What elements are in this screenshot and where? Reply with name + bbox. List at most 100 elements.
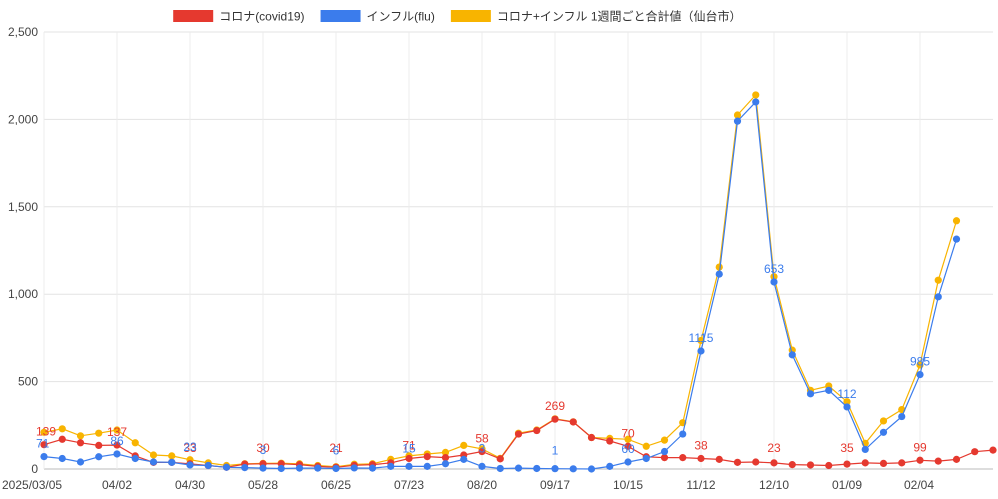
data-point[interactable]	[971, 448, 979, 456]
data-point[interactable]	[788, 461, 796, 469]
data-point[interactable]	[149, 451, 158, 459]
data-point[interactable]	[95, 429, 103, 437]
data-point[interactable]	[131, 439, 139, 447]
data-point[interactable]	[752, 98, 760, 106]
data-point[interactable]	[697, 347, 705, 355]
data-point[interactable]	[332, 464, 340, 473]
data-point[interactable]	[496, 464, 504, 473]
data-point[interactable]	[186, 461, 194, 469]
data-point[interactable]	[569, 465, 577, 473]
data-point[interactable]	[952, 235, 961, 243]
data-point[interactable]	[441, 460, 450, 468]
data-point[interactable]	[533, 464, 541, 473]
data-point[interactable]	[679, 430, 687, 438]
data-point[interactable]	[843, 460, 851, 468]
data-point[interactable]	[660, 436, 669, 444]
data-point[interactable]	[423, 452, 431, 461]
data-point[interactable]	[460, 441, 468, 450]
data-point[interactable]	[149, 458, 158, 466]
data-point[interactable]	[733, 111, 742, 119]
data-point[interactable]	[825, 461, 833, 470]
data-point[interactable]	[95, 453, 103, 461]
data-point[interactable]	[131, 454, 139, 463]
data-point[interactable]	[806, 461, 815, 469]
data-point[interactable]	[569, 418, 577, 426]
data-point[interactable]	[204, 461, 212, 470]
data-point[interactable]	[624, 458, 632, 466]
data-point[interactable]	[733, 458, 742, 466]
data-point[interactable]	[606, 462, 614, 470]
data-point[interactable]	[76, 458, 85, 466]
data-point[interactable]	[76, 439, 85, 447]
data-point[interactable]	[551, 465, 559, 473]
data-point[interactable]	[916, 371, 924, 379]
data-point[interactable]	[405, 462, 413, 470]
data-point[interactable]	[58, 454, 66, 463]
data-point[interactable]	[642, 442, 650, 450]
data-point[interactable]	[879, 459, 888, 468]
legend-item-0[interactable]: コロナ(covid19)	[173, 10, 305, 24]
data-point[interactable]	[533, 426, 541, 435]
data-point[interactable]	[551, 415, 559, 423]
data-point[interactable]	[168, 452, 176, 460]
data-point[interactable]	[40, 428, 48, 436]
data-point[interactable]	[478, 462, 486, 470]
legend-item-1[interactable]: インフル(flu)	[320, 10, 435, 24]
data-point[interactable]	[934, 457, 942, 465]
data-point[interactable]	[879, 428, 888, 436]
data-point[interactable]	[368, 464, 377, 472]
data-point[interactable]	[879, 417, 888, 425]
data-point[interactable]	[514, 464, 523, 472]
data-point[interactable]	[898, 459, 906, 467]
data-point[interactable]	[387, 462, 395, 470]
data-point[interactable]	[441, 448, 450, 456]
data-point[interactable]	[259, 464, 267, 472]
data-point[interactable]	[660, 454, 669, 462]
data-point[interactable]	[733, 117, 742, 125]
data-point[interactable]	[715, 263, 723, 271]
data-point[interactable]	[314, 464, 322, 472]
data-point[interactable]	[952, 217, 961, 225]
data-point[interactable]	[460, 455, 468, 463]
data-point[interactable]	[76, 432, 85, 440]
data-point[interactable]	[40, 452, 48, 461]
data-point[interactable]	[752, 91, 760, 99]
data-point[interactable]	[715, 270, 723, 278]
data-point[interactable]	[934, 276, 942, 284]
data-point[interactable]	[642, 454, 650, 463]
data-point[interactable]	[916, 456, 924, 464]
data-point[interactable]	[825, 386, 833, 394]
data-point[interactable]	[295, 464, 304, 472]
data-point[interactable]	[806, 390, 815, 398]
data-point[interactable]	[770, 278, 778, 286]
data-point[interactable]	[861, 445, 869, 454]
data-point[interactable]	[843, 403, 851, 411]
data-point[interactable]	[168, 458, 176, 466]
data-point[interactable]	[843, 398, 851, 406]
data-point[interactable]	[952, 455, 961, 463]
data-point[interactable]	[679, 454, 687, 462]
data-point[interactable]	[350, 464, 358, 472]
data-point[interactable]	[222, 463, 231, 471]
data-point[interactable]	[113, 426, 121, 434]
data-point[interactable]	[624, 435, 632, 443]
data-point[interactable]	[58, 425, 66, 433]
legend-item-2[interactable]: コロナ+インフル 1週間ごと合計値（仙台市）	[450, 9, 742, 24]
data-point[interactable]	[496, 455, 504, 463]
data-point[interactable]	[514, 430, 523, 438]
data-point[interactable]	[624, 442, 632, 450]
data-point[interactable]	[606, 437, 614, 445]
data-point[interactable]	[660, 447, 669, 456]
data-point[interactable]	[478, 447, 486, 456]
data-point[interactable]	[441, 454, 450, 462]
data-point[interactable]	[587, 465, 596, 473]
data-point[interactable]	[95, 441, 103, 450]
data-point[interactable]	[587, 433, 596, 442]
data-point[interactable]	[113, 450, 121, 458]
data-point[interactable]	[405, 454, 413, 463]
data-point[interactable]	[697, 454, 705, 463]
data-point[interactable]	[58, 435, 66, 443]
data-point[interactable]	[752, 458, 760, 466]
data-point[interactable]	[423, 462, 431, 470]
data-point[interactable]	[989, 446, 997, 454]
